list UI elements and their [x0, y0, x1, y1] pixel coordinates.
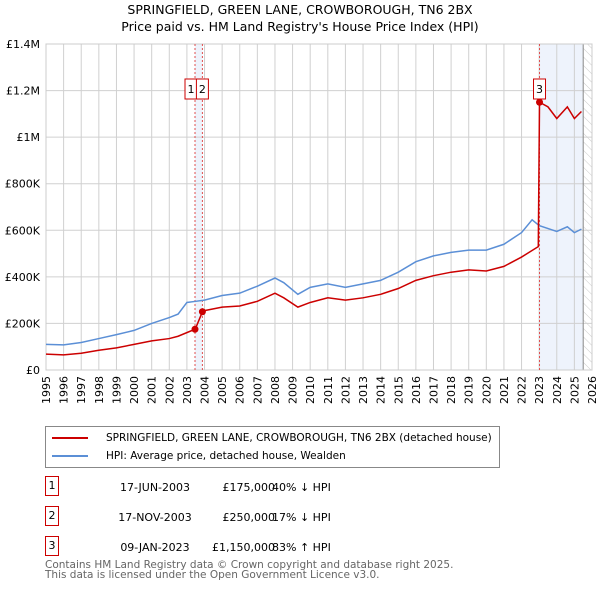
sale-row: 2 17-NOV-2003 £250,000 17% ↓ HPI: [45, 506, 545, 528]
x-tick-label: 2013: [357, 376, 370, 404]
x-tick-label: 2000: [128, 376, 141, 404]
x-tick-label: 2024: [551, 376, 564, 404]
x-tick-label: 1998: [93, 376, 106, 404]
legend-label-property: SPRINGFIELD, GREEN LANE, CROWBOROUGH, TN…: [106, 432, 492, 444]
x-tick-label: 1997: [75, 376, 88, 404]
y-tick-label: £1M: [17, 131, 41, 144]
sale-row: 1 17-JUN-2003 £175,000 40% ↓ HPI: [45, 476, 545, 498]
sale-point: [536, 98, 544, 106]
x-tick-label: 1995: [40, 376, 53, 404]
sale-badge-label: 3: [536, 83, 543, 96]
sale-date: 17-JUN-2003: [119, 481, 191, 494]
footer-line-1: Contains HM Land Registry data © Crown c…: [45, 559, 454, 571]
sale-hpi: 83% ↑ HPI: [272, 541, 331, 554]
x-tick-label: 2004: [199, 376, 212, 404]
y-tick-label: £200K: [5, 317, 41, 330]
sale-date: 17-NOV-2003: [118, 511, 192, 524]
x-tick-label: 2016: [410, 376, 423, 404]
chart-subtitle: Price paid vs. HM Land Registry's House …: [121, 19, 479, 34]
x-tick-label: 1996: [58, 376, 71, 404]
x-tick-label: 2005: [216, 376, 229, 404]
x-tick-label: 2020: [480, 376, 493, 404]
hpi-series-line: [45, 218, 582, 346]
sale-badge: [195, 78, 209, 100]
sale-1-2-shading: [195, 44, 203, 370]
y-tick-label: £0: [26, 364, 40, 377]
sale-badge-label: 1: [188, 83, 195, 96]
sale-badge: 2: [45, 506, 59, 526]
footer-line-2: This data is licensed under the Open Gov…: [45, 569, 380, 581]
x-tick-label: 2010: [304, 376, 317, 404]
x-tick-label: 2018: [445, 376, 458, 404]
sale-row: 3 09-JAN-2023 £1,150,000 83% ↑ HPI: [45, 536, 545, 558]
x-tick-label: 2025: [568, 376, 581, 404]
sale-price: £1,150,000: [212, 541, 275, 554]
y-tick-label: £1.4M: [6, 38, 40, 51]
x-tick-label: 2006: [234, 376, 247, 404]
y-tick-label: £600K: [5, 224, 41, 237]
sale-badge-label: 2: [199, 83, 206, 96]
sale-hpi: 40% ↓ HPI: [272, 481, 331, 494]
sale-point: [198, 308, 206, 316]
x-tick-label: 1999: [110, 376, 123, 404]
x-tick-label: 2026: [586, 376, 599, 404]
x-tick-label: 2021: [498, 376, 511, 404]
plot-border: [45, 43, 593, 371]
sale-badge: [533, 78, 547, 100]
plot-area: 1995 1996 1997 1998 1999 2000 2001 2002 2003 2004…: [5, 38, 599, 404]
property-series-line: [45, 100, 582, 356]
x-tick-label: 2019: [463, 376, 476, 404]
sale-price: £175,000: [222, 481, 276, 494]
sale-date: 09-JAN-2023: [120, 541, 190, 554]
sale-point: [191, 325, 199, 333]
x-tick-label: 2001: [146, 376, 159, 404]
future-hatch: [583, 44, 592, 370]
forecast-shading: [539, 44, 584, 370]
legend-red-line: [52, 437, 88, 439]
sale-badge: 1: [45, 476, 59, 496]
sale-badge: 3: [45, 536, 59, 556]
x-tick-label: 2002: [163, 376, 176, 404]
x-tick-label: 2012: [339, 376, 352, 404]
x-tick-label: 2023: [533, 376, 546, 404]
x-tick-label: 2022: [516, 376, 529, 404]
x-tick-label: 2017: [427, 376, 440, 404]
y-tick-label: £400K: [5, 271, 41, 284]
footer: Contains HM Land Registry data © Crown c…: [45, 559, 454, 581]
x-tick-label: 2007: [251, 376, 264, 404]
x-tick-label: 2003: [181, 376, 194, 404]
x-tick-label: 2009: [287, 376, 300, 404]
x-tick-label: 2008: [269, 376, 282, 404]
sale-hpi: 17% ↓ HPI: [272, 511, 331, 524]
y-tick-label: £1.2M: [6, 85, 40, 98]
legend-label-hpi: HPI: Average price, detached house, Weal…: [106, 450, 346, 462]
y-tick-label: £800K: [5, 178, 41, 191]
legend: SPRINGFIELD, GREEN LANE, CROWBOROUGH, TN…: [45, 426, 500, 468]
sale-price: £250,000: [222, 511, 276, 524]
x-tick-label: 2011: [322, 376, 335, 404]
x-tick-label: 2014: [375, 376, 388, 404]
legend-blue-line: [52, 455, 88, 457]
x-tick-label: 2015: [392, 376, 405, 404]
chart-title: SPRINGFIELD, GREEN LANE, CROWBOROUGH, TN…: [127, 2, 473, 17]
